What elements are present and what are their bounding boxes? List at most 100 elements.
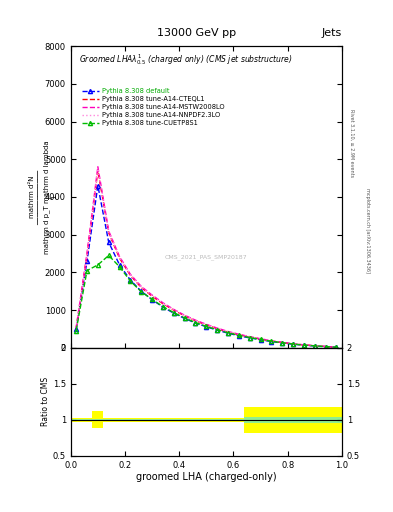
Text: Jets: Jets [321,28,342,38]
Pythia 8.308 tune-CUETP8S1 [161,304,165,310]
Pythia 8.308 default [215,327,220,333]
Pythia 8.308 tune-A14-MSTW2008LO [226,328,230,334]
Pythia 8.308 tune-A14-CTEQL1 [139,285,143,291]
Pythia 8.308 tune-A14-MSTW2008LO [312,343,317,349]
Line: Pythia 8.308 tune-A14-MSTW2008LO: Pythia 8.308 tune-A14-MSTW2008LO [76,167,336,347]
Pythia 8.308 default [171,310,176,316]
Pythia 8.308 default [334,344,339,350]
Y-axis label: Ratio to CMS: Ratio to CMS [41,377,50,426]
Pythia 8.308 tune-CUETP8S1 [323,344,328,350]
Pythia 8.308 tune-A14-MSTW2008LO [215,325,220,331]
Pythia 8.308 tune-CUETP8S1 [128,278,133,284]
Pythia 8.308 tune-A14-MSTW2008LO [237,331,241,337]
Pythia 8.308 tune-CUETP8S1 [258,336,263,343]
Pythia 8.308 tune-A14-MSTW2008LO [204,321,209,327]
Pythia 8.308 tune-A14-MSTW2008LO [182,312,187,318]
Pythia 8.308 tune-CUETP8S1 [107,252,111,259]
Pythia 8.308 tune-A14-NNPDF2.3LO [150,292,154,298]
Pythia 8.308 default [139,288,143,294]
Pythia 8.308 tune-CUETP8S1 [269,338,274,345]
Pythia 8.308 tune-A14-NNPDF2.3LO [247,334,252,340]
Pythia 8.308 default [291,341,296,347]
Pythia 8.308 tune-A14-CTEQL1 [74,325,79,331]
Pythia 8.308 default [280,340,285,346]
Pythia 8.308 tune-A14-NNPDF2.3LO [226,329,230,335]
Pythia 8.308 tune-A14-MSTW2008LO [139,283,143,289]
Pythia 8.308 default [117,262,122,268]
Pythia 8.308 default [204,324,209,330]
Pythia 8.308 tune-A14-CTEQL1 [215,326,220,332]
Pythia 8.308 default [150,296,154,303]
Pythia 8.308 tune-A14-CTEQL1 [226,329,230,335]
Pythia 8.308 tune-A14-CTEQL1 [334,344,339,350]
Pythia 8.308 tune-A14-CTEQL1 [193,317,198,324]
Pythia 8.308 tune-A14-NNPDF2.3LO [193,317,198,324]
Pythia 8.308 tune-CUETP8S1 [74,328,79,334]
Pythia 8.308 tune-A14-CTEQL1 [117,255,122,261]
Pythia 8.308 tune-CUETP8S1 [237,332,241,338]
Pythia 8.308 tune-A14-CTEQL1 [280,339,285,346]
Legend: Pythia 8.308 default, Pythia 8.308 tune-A14-CTEQL1, Pythia 8.308 tune-A14-MSTW20: Pythia 8.308 default, Pythia 8.308 tune-… [79,86,228,129]
Pythia 8.308 default [95,183,100,189]
Pythia 8.308 tune-A14-NNPDF2.3LO [323,344,328,350]
Pythia 8.308 tune-A14-MSTW2008LO [291,340,296,347]
Pythia 8.308 tune-A14-NNPDF2.3LO [215,325,220,331]
Pythia 8.308 tune-CUETP8S1 [312,343,317,349]
Text: Groomed LHA$\lambda^{1}_{0.5}$ (charged only) (CMS jet substructure): Groomed LHA$\lambda^{1}_{0.5}$ (charged … [79,52,293,67]
Pythia 8.308 tune-A14-NNPDF2.3LO [95,165,100,172]
Pythia 8.308 default [237,333,241,339]
Pythia 8.308 tune-A14-MSTW2008LO [193,317,198,323]
Pythia 8.308 tune-CUETP8S1 [84,267,89,273]
Pythia 8.308 default [301,342,306,348]
Text: CMS_2021_PAS_SMP20187: CMS_2021_PAS_SMP20187 [165,254,248,260]
Pythia 8.308 tune-A14-CTEQL1 [323,344,328,350]
Pythia 8.308 tune-A14-NNPDF2.3LO [334,344,339,350]
Pythia 8.308 default [247,335,252,341]
Pythia 8.308 tune-CUETP8S1 [193,319,198,326]
Pythia 8.308 default [161,304,165,310]
Pythia 8.308 default [128,277,133,283]
Pythia 8.308 tune-A14-NNPDF2.3LO [291,340,296,347]
Pythia 8.308 default [258,337,263,343]
Pythia 8.308 tune-A14-NNPDF2.3LO [161,300,165,306]
Pythia 8.308 tune-A14-NNPDF2.3LO [74,325,79,331]
Pythia 8.308 default [226,330,230,336]
Pythia 8.308 tune-A14-CTEQL1 [95,167,100,174]
Pythia 8.308 default [74,326,79,332]
Pythia 8.308 tune-A14-MSTW2008LO [334,344,339,350]
Pythia 8.308 tune-A14-MSTW2008LO [107,228,111,234]
Pythia 8.308 tune-A14-NNPDF2.3LO [237,331,241,337]
Pythia 8.308 tune-A14-MSTW2008LO [323,344,328,350]
Pythia 8.308 tune-CUETP8S1 [150,296,154,303]
Pythia 8.308 default [269,338,274,345]
Pythia 8.308 tune-A14-NNPDF2.3LO [171,307,176,313]
Pythia 8.308 tune-A14-NNPDF2.3LO [280,339,285,346]
Pythia 8.308 tune-A14-MSTW2008LO [280,339,285,345]
Line: Pythia 8.308 tune-A14-NNPDF2.3LO: Pythia 8.308 tune-A14-NNPDF2.3LO [76,168,336,347]
Pythia 8.308 tune-A14-MSTW2008LO [171,306,176,312]
Pythia 8.308 tune-A14-CTEQL1 [247,334,252,340]
Pythia 8.308 tune-A14-MSTW2008LO [128,271,133,278]
Pythia 8.308 tune-A14-MSTW2008LO [301,342,306,348]
Pythia 8.308 tune-A14-NNPDF2.3LO [312,343,317,349]
Pythia 8.308 tune-CUETP8S1 [117,264,122,270]
Pythia 8.308 tune-A14-CTEQL1 [128,272,133,279]
Pythia 8.308 tune-A14-NNPDF2.3LO [117,254,122,261]
Pythia 8.308 tune-A14-MSTW2008LO [74,325,79,331]
Pythia 8.308 tune-A14-MSTW2008LO [258,336,263,342]
Pythia 8.308 tune-CUETP8S1 [334,344,339,350]
Pythia 8.308 tune-A14-CTEQL1 [150,293,154,300]
Line: Pythia 8.308 tune-CUETP8S1: Pythia 8.308 tune-CUETP8S1 [74,253,339,349]
Pythia 8.308 tune-A14-NNPDF2.3LO [84,251,89,258]
Pythia 8.308 tune-A14-MSTW2008LO [161,300,165,306]
Pythia 8.308 tune-A14-MSTW2008LO [269,338,274,344]
Pythia 8.308 tune-A14-CTEQL1 [237,332,241,338]
Pythia 8.308 tune-A14-NNPDF2.3LO [182,312,187,318]
Pythia 8.308 tune-A14-NNPDF2.3LO [258,336,263,342]
Pythia 8.308 tune-A14-MSTW2008LO [117,253,122,260]
Pythia 8.308 default [323,344,328,350]
Pythia 8.308 tune-A14-CTEQL1 [312,343,317,349]
Text: 13000 GeV pp: 13000 GeV pp [157,28,236,38]
Pythia 8.308 tune-CUETP8S1 [291,341,296,347]
X-axis label: groomed LHA (charged-only): groomed LHA (charged-only) [136,472,277,482]
